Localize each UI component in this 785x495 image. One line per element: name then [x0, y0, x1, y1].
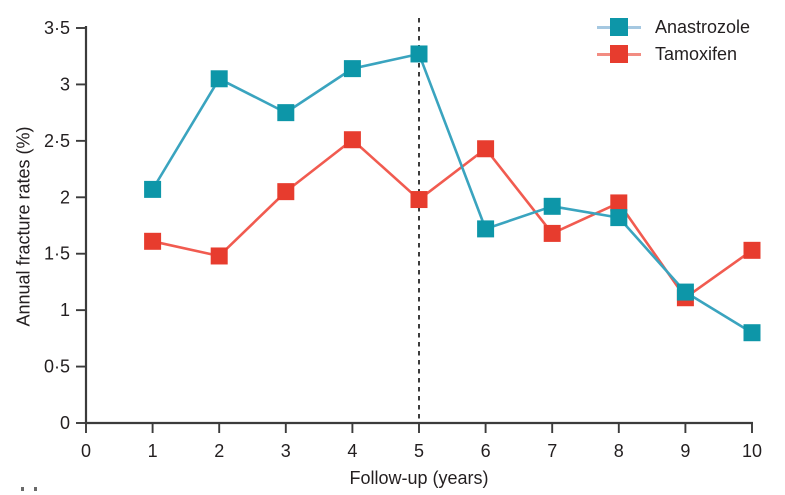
x-tick-label: 4 — [347, 441, 357, 461]
x-tick-label: 10 — [742, 441, 762, 461]
x-tick-label: 1 — [148, 441, 158, 461]
x-tick-label: 2 — [214, 441, 224, 461]
y-tick-label: 1·5 — [44, 244, 70, 264]
tamoxifen-marker — [743, 241, 761, 259]
tamoxifen-marker — [410, 191, 428, 209]
x-tick-label: 6 — [481, 441, 491, 461]
y-tick-label: 2 — [60, 187, 70, 207]
y-tick-label: 3·5 — [44, 18, 70, 38]
x-tick-label: 9 — [680, 441, 690, 461]
tamoxifen-marker — [343, 131, 361, 149]
y-tick-label: 2·5 — [44, 131, 70, 151]
x-axis-title: Follow-up (years) — [349, 468, 489, 488]
anastrozole-marker — [610, 209, 628, 227]
tamoxifen-line — [152, 138, 753, 300]
y-tick-label: 0 — [60, 413, 70, 433]
tamoxifen-marker — [277, 183, 295, 201]
y-tick-label: 3 — [60, 74, 70, 94]
anastrozole-marker — [277, 104, 295, 122]
tamoxifen-marker-icon — [597, 44, 641, 64]
anastrozole-marker — [743, 324, 761, 342]
legend-label: Tamoxifen — [655, 44, 738, 64]
tamoxifen-marker — [543, 224, 561, 242]
anastrozole-marker — [343, 60, 361, 78]
anastrozole-marker — [543, 197, 561, 215]
anastrozole-marker — [210, 70, 228, 88]
cropped-text-artifact — [21, 487, 41, 495]
y-tick-label: 0·5 — [44, 357, 70, 377]
tamoxifen-marker — [610, 194, 628, 212]
legend-item-tamoxifen: Tamoxifen — [597, 44, 750, 64]
anastrozole-marker — [477, 220, 495, 238]
x-tick-label: 7 — [547, 441, 557, 461]
anastrozole-marker — [676, 283, 694, 301]
x-tick-label: 0 — [81, 441, 91, 461]
anastrozole-marker — [410, 45, 428, 63]
y-axis-title: Annual fracture rates (%) — [13, 126, 34, 327]
legend-label: Anastrozole — [655, 17, 751, 37]
anastrozole-marker — [144, 180, 162, 198]
anastrozole-line — [151, 52, 753, 334]
tamoxifen-marker — [477, 140, 495, 158]
x-tick-label: 5 — [414, 441, 424, 461]
x-tick-label: 3 — [281, 441, 291, 461]
y-tick-label: 1 — [60, 300, 70, 320]
x-tick-label: 8 — [614, 441, 624, 461]
legend: Anastrozole Tamoxifen — [597, 17, 750, 64]
tamoxifen-marker — [210, 247, 228, 265]
tamoxifen-marker — [144, 232, 162, 250]
anastrozole-marker-icon — [597, 17, 641, 37]
legend-item-anastrozole: Anastrozole — [597, 17, 750, 37]
